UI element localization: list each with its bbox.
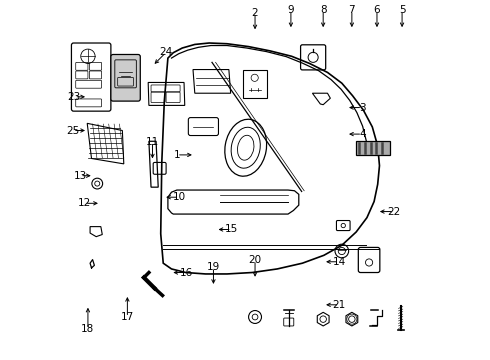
Text: 15: 15 <box>225 225 238 234</box>
Text: 24: 24 <box>159 47 173 57</box>
Text: 12: 12 <box>78 198 91 208</box>
FancyBboxPatch shape <box>111 54 140 101</box>
Text: 1: 1 <box>173 150 180 160</box>
Text: 19: 19 <box>207 262 220 272</box>
Text: 4: 4 <box>359 129 366 139</box>
Text: 2: 2 <box>252 8 258 18</box>
Text: 6: 6 <box>374 5 380 15</box>
Text: 14: 14 <box>333 257 346 267</box>
FancyBboxPatch shape <box>356 141 390 155</box>
Text: 7: 7 <box>348 5 355 15</box>
Text: 20: 20 <box>248 255 262 265</box>
Text: 13: 13 <box>74 171 87 181</box>
Text: 18: 18 <box>81 324 95 334</box>
Text: 21: 21 <box>333 300 346 310</box>
Text: 10: 10 <box>173 192 186 202</box>
Text: 23: 23 <box>68 92 81 102</box>
Text: 11: 11 <box>146 137 159 147</box>
Text: 9: 9 <box>288 5 294 15</box>
Text: 25: 25 <box>66 126 79 135</box>
Text: 17: 17 <box>121 312 134 322</box>
Text: 16: 16 <box>180 267 193 278</box>
Text: 8: 8 <box>320 5 326 15</box>
Text: 22: 22 <box>388 207 401 217</box>
Text: 5: 5 <box>399 5 405 15</box>
Text: 3: 3 <box>359 103 366 113</box>
